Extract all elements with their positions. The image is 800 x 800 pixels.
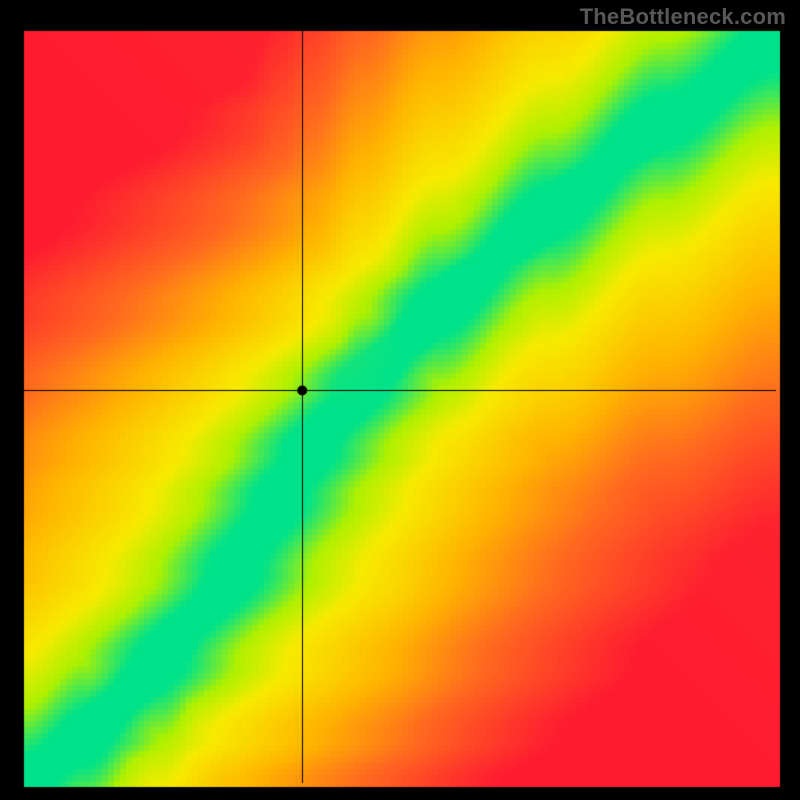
heatmap-canvas bbox=[0, 0, 800, 800]
watermark-text: TheBottleneck.com bbox=[580, 4, 786, 30]
chart-container: TheBottleneck.com bbox=[0, 0, 800, 800]
